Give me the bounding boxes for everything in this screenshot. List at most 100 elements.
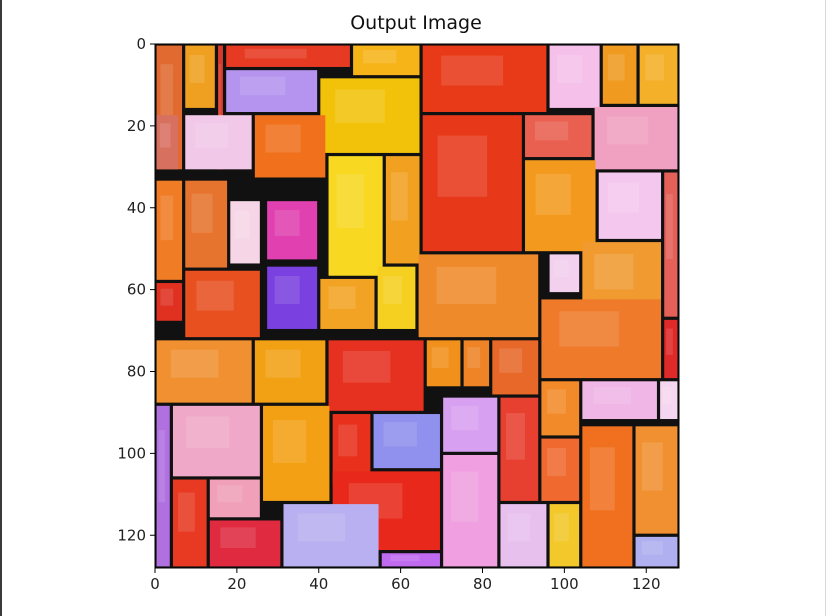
glass-tile-highlight <box>547 389 566 414</box>
glass-tile-highlight <box>499 348 523 373</box>
glass-tile-highlight <box>178 492 195 532</box>
glass-tile <box>172 405 260 477</box>
x-tick-label: 80 <box>473 575 492 593</box>
glass-tile <box>226 70 318 112</box>
glass-tile <box>418 254 539 338</box>
glass-tile-highlight <box>589 447 615 511</box>
glass-tile-highlight <box>158 429 166 503</box>
glass-tile <box>660 381 678 420</box>
glass-tile-highlight <box>383 276 403 305</box>
glass-tile <box>664 319 678 379</box>
y-tick-label: 60 <box>127 281 146 299</box>
glass-tile <box>635 426 678 534</box>
glass-tile-highlight <box>607 116 649 145</box>
glass-tile-highlight <box>431 347 449 368</box>
glass-tile <box>594 107 678 170</box>
glass-tile <box>500 397 539 501</box>
glass-tile <box>156 283 183 321</box>
y-tick-label: 20 <box>127 117 146 135</box>
glass-tile <box>598 172 662 239</box>
glass-tile-highlight <box>335 89 385 124</box>
glass-tile-highlight <box>383 422 417 447</box>
glass-tile-highlight <box>534 121 569 141</box>
glass-tile <box>602 45 637 104</box>
glass-tile <box>443 454 498 567</box>
glass-tile-highlight <box>557 54 583 83</box>
glass-tile <box>541 299 662 379</box>
glass-tile-highlight <box>594 253 634 290</box>
glass-tile-highlight <box>336 174 364 228</box>
glass-tile <box>525 160 596 252</box>
y-tick-label: 0 <box>136 35 146 53</box>
glass-tile-highlight <box>666 328 673 355</box>
glass-tile-highlight <box>220 527 256 549</box>
glass-tile-highlight <box>666 194 673 260</box>
glass-tile-highlight <box>507 513 531 542</box>
x-tick-label: 120 <box>632 575 661 593</box>
glass-tile <box>185 270 260 338</box>
glass-tile-highlight <box>297 513 346 542</box>
glass-tile-highlight <box>328 286 356 309</box>
glass-tile-highlight <box>547 447 566 476</box>
glass-tile <box>185 45 215 108</box>
glass-tile <box>500 504 547 567</box>
glass-tile <box>582 381 657 420</box>
y-tick-label: 120 <box>117 526 146 544</box>
glass-tile <box>267 266 318 329</box>
glass-tile-highlight <box>607 54 625 81</box>
glass-tile <box>377 266 416 329</box>
glass-tile-highlight <box>645 54 665 81</box>
glass-tile <box>426 340 461 387</box>
x-tick-label: 20 <box>227 575 246 593</box>
glass-tile <box>185 180 228 268</box>
glass-tile-highlight <box>451 405 479 431</box>
glass-tile-highlight <box>390 172 408 221</box>
image-content <box>155 44 679 568</box>
glass-tile-highlight <box>467 347 481 368</box>
glass-tile-highlight <box>160 64 174 120</box>
glass-tile-highlight <box>217 485 243 503</box>
glass-tile-highlight <box>593 386 631 404</box>
glass-tile-highlight <box>390 555 420 562</box>
glass-tile-highlight <box>641 442 663 491</box>
glass-tile <box>635 536 678 567</box>
glass-tile-highlight <box>159 123 171 148</box>
glass-tile-highlight <box>535 173 571 215</box>
glass-tile <box>156 115 178 170</box>
glass-tile <box>156 405 170 567</box>
glass-tile-highlight <box>662 386 672 404</box>
glass-tile <box>328 156 383 276</box>
glass-tile <box>463 340 490 387</box>
y-tick-label: 100 <box>117 444 146 462</box>
glass-tile-highlight <box>272 420 307 463</box>
glass-tile <box>664 172 678 317</box>
glass-tile-highlight <box>554 513 569 542</box>
chart-title: Output Image <box>350 12 482 34</box>
glass-tile <box>525 115 592 158</box>
glass-tile-highlight <box>170 349 219 378</box>
glass-tile-highlight <box>191 193 213 233</box>
glass-tile-highlight <box>244 48 307 59</box>
glass-tile <box>549 504 580 567</box>
glass-tile-highlight <box>234 210 250 239</box>
glass-tile-highlight <box>342 350 391 383</box>
x-tick-label: 40 <box>309 575 328 593</box>
axes-frame <box>154 43 680 569</box>
glass-tile <box>639 45 678 104</box>
glass-tile-highlight <box>554 260 569 278</box>
glass-tile-highlight <box>363 50 397 64</box>
glass-tile <box>156 340 252 403</box>
glass-tile-highlight <box>195 123 229 148</box>
tick-layer: 0 20 40 60 80 100 120 0 20 40 60 80 100 120 <box>117 35 660 593</box>
glass-tile <box>373 414 440 469</box>
glass-tile-highlight <box>265 349 301 378</box>
glass-tile <box>254 115 326 178</box>
x-tick-label: 0 <box>150 575 160 593</box>
glass-tile <box>549 45 600 108</box>
glass-tile <box>541 381 580 436</box>
glass-tile <box>541 438 580 501</box>
glass-tile-highlight <box>196 280 234 311</box>
glass-tile-highlight <box>265 124 301 153</box>
glass-tile-highlight <box>506 413 526 460</box>
